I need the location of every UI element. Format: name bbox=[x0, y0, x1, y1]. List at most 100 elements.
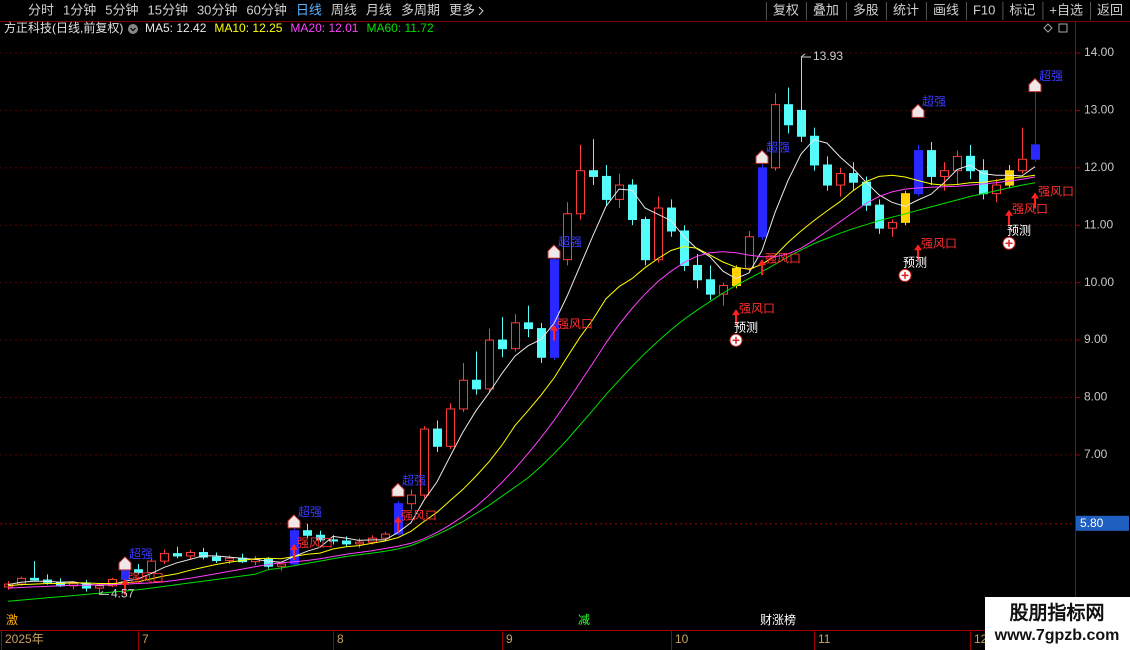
candle-body bbox=[329, 539, 338, 542]
ma-line bbox=[7, 176, 1036, 589]
candle-body bbox=[745, 236, 754, 269]
candle-body bbox=[1018, 158, 1027, 172]
candle-body bbox=[953, 155, 962, 172]
signal-label: 强风口 bbox=[1038, 185, 1074, 199]
toolbar-button[interactable]: 标记 bbox=[1009, 2, 1035, 17]
watermark-url: www.7gpzb.com bbox=[994, 627, 1120, 644]
x-tick-label: 8 bbox=[337, 632, 344, 646]
candle-body bbox=[342, 540, 351, 545]
square-icon[interactable] bbox=[1058, 23, 1068, 33]
x-tick-label: 2025年 bbox=[5, 632, 44, 646]
signal-label: 强风口 bbox=[1012, 202, 1048, 216]
toolbar-button[interactable]: 多股 bbox=[853, 2, 879, 17]
candle-body bbox=[615, 184, 624, 200]
settings-icon[interactable] bbox=[128, 24, 138, 34]
candle-body bbox=[485, 339, 494, 390]
candle-body bbox=[498, 339, 507, 350]
signal-icon bbox=[287, 514, 301, 529]
bottom-tag: 减 bbox=[578, 613, 590, 627]
candle-body bbox=[693, 264, 702, 281]
y-tick-label: 7.00 bbox=[1084, 447, 1108, 461]
signal-icon bbox=[1028, 77, 1042, 93]
toolbar-tab[interactable]: 多周期 bbox=[401, 2, 440, 17]
candle-body bbox=[550, 259, 559, 358]
signal-label: 超强 bbox=[1039, 68, 1063, 83]
candle-body bbox=[459, 379, 468, 410]
candle-body bbox=[966, 155, 975, 172]
toolbar-tab[interactable]: 15分钟 bbox=[147, 2, 187, 17]
toolbar-button[interactable]: 返回 bbox=[1097, 2, 1123, 17]
candle-body bbox=[108, 578, 117, 587]
candle-body bbox=[30, 577, 39, 581]
candle-body bbox=[641, 218, 650, 261]
candle-body bbox=[901, 193, 910, 223]
y-tick-label: 12.00 bbox=[1084, 160, 1114, 174]
legend-entry: MA5: 12.42 bbox=[145, 21, 207, 35]
extreme-label: 13.93 bbox=[813, 49, 843, 63]
signal-arrow bbox=[394, 516, 402, 533]
toolbar-button[interactable]: F10 bbox=[973, 2, 995, 17]
toolbar-tab[interactable]: 1分钟 bbox=[63, 2, 96, 17]
toolbar-tab[interactable]: 60分钟 bbox=[246, 2, 286, 17]
signal-label: 预测 bbox=[903, 256, 927, 270]
signal-label: 预测 bbox=[734, 320, 758, 334]
toolbar-tab[interactable]: 30分钟 bbox=[197, 2, 237, 17]
candle-body bbox=[563, 213, 572, 261]
watermark-box bbox=[985, 597, 1130, 650]
legend-entry: MA10: 12.25 bbox=[214, 21, 282, 35]
candle-body bbox=[680, 230, 689, 266]
candle-body bbox=[784, 104, 793, 126]
candle-body bbox=[277, 563, 286, 567]
bottom-tag: 财涨榜 bbox=[760, 612, 796, 627]
toolbar-tab[interactable]: 更多 bbox=[449, 2, 475, 17]
diamond-icon[interactable] bbox=[1043, 23, 1053, 33]
candle-body bbox=[823, 164, 832, 186]
bottom-tag: 激 bbox=[6, 613, 18, 627]
signal-label: 强风口 bbox=[557, 317, 593, 331]
toolbar-button[interactable]: +自选 bbox=[1049, 2, 1083, 17]
x-tick-label: 9 bbox=[506, 632, 513, 646]
candle-body bbox=[771, 104, 780, 169]
candle-body bbox=[992, 184, 1001, 195]
signal-arrow bbox=[1031, 192, 1039, 209]
candle-body bbox=[17, 577, 26, 585]
y-tick-label: 9.00 bbox=[1084, 332, 1108, 346]
candle-body bbox=[511, 322, 520, 350]
toolbar-tab[interactable]: 周线 bbox=[331, 2, 357, 17]
candle-body bbox=[160, 553, 169, 562]
toolbar-tab[interactable]: 日线 bbox=[296, 2, 322, 17]
signal-label: 超强 bbox=[922, 94, 946, 109]
stock-title: 方正科技(日线,前复权) bbox=[4, 20, 123, 35]
ma-line bbox=[7, 174, 1036, 587]
settings-chevron bbox=[130, 27, 136, 32]
price-marker-label: 5.80 bbox=[1080, 516, 1104, 530]
candle-body bbox=[186, 551, 195, 557]
signal-arrow bbox=[550, 324, 558, 341]
forecast-plus bbox=[1005, 239, 1013, 247]
ma-line bbox=[7, 139, 1036, 586]
candle-body bbox=[537, 328, 546, 358]
candle-body bbox=[836, 173, 845, 186]
signal-icon bbox=[755, 149, 769, 164]
toolbar-button[interactable]: 复权 bbox=[773, 2, 799, 17]
x-tick-label: 11 bbox=[818, 632, 831, 646]
candle-body bbox=[589, 170, 598, 177]
toolbar-tab[interactable]: 5分钟 bbox=[105, 2, 138, 17]
toolbar-tab[interactable]: 分时 bbox=[28, 2, 54, 17]
candle-body bbox=[888, 221, 897, 229]
toolbar-button[interactable]: 叠加 bbox=[813, 2, 839, 17]
legend-entry: MA20: 12.01 bbox=[290, 21, 358, 35]
toolbar-button[interactable]: 画线 bbox=[933, 2, 959, 17]
candle-body bbox=[264, 558, 273, 567]
signal-arrow bbox=[121, 578, 129, 595]
candle-body bbox=[433, 428, 442, 447]
y-tick-label: 10.00 bbox=[1084, 275, 1114, 289]
y-tick-label: 8.00 bbox=[1084, 390, 1108, 404]
signal-icon bbox=[118, 556, 132, 571]
toolbar-button[interactable]: 统计 bbox=[893, 2, 919, 17]
toolbar-tab[interactable]: 月线 bbox=[366, 2, 392, 17]
candle-body bbox=[407, 494, 416, 505]
signal-arrow bbox=[914, 244, 922, 261]
